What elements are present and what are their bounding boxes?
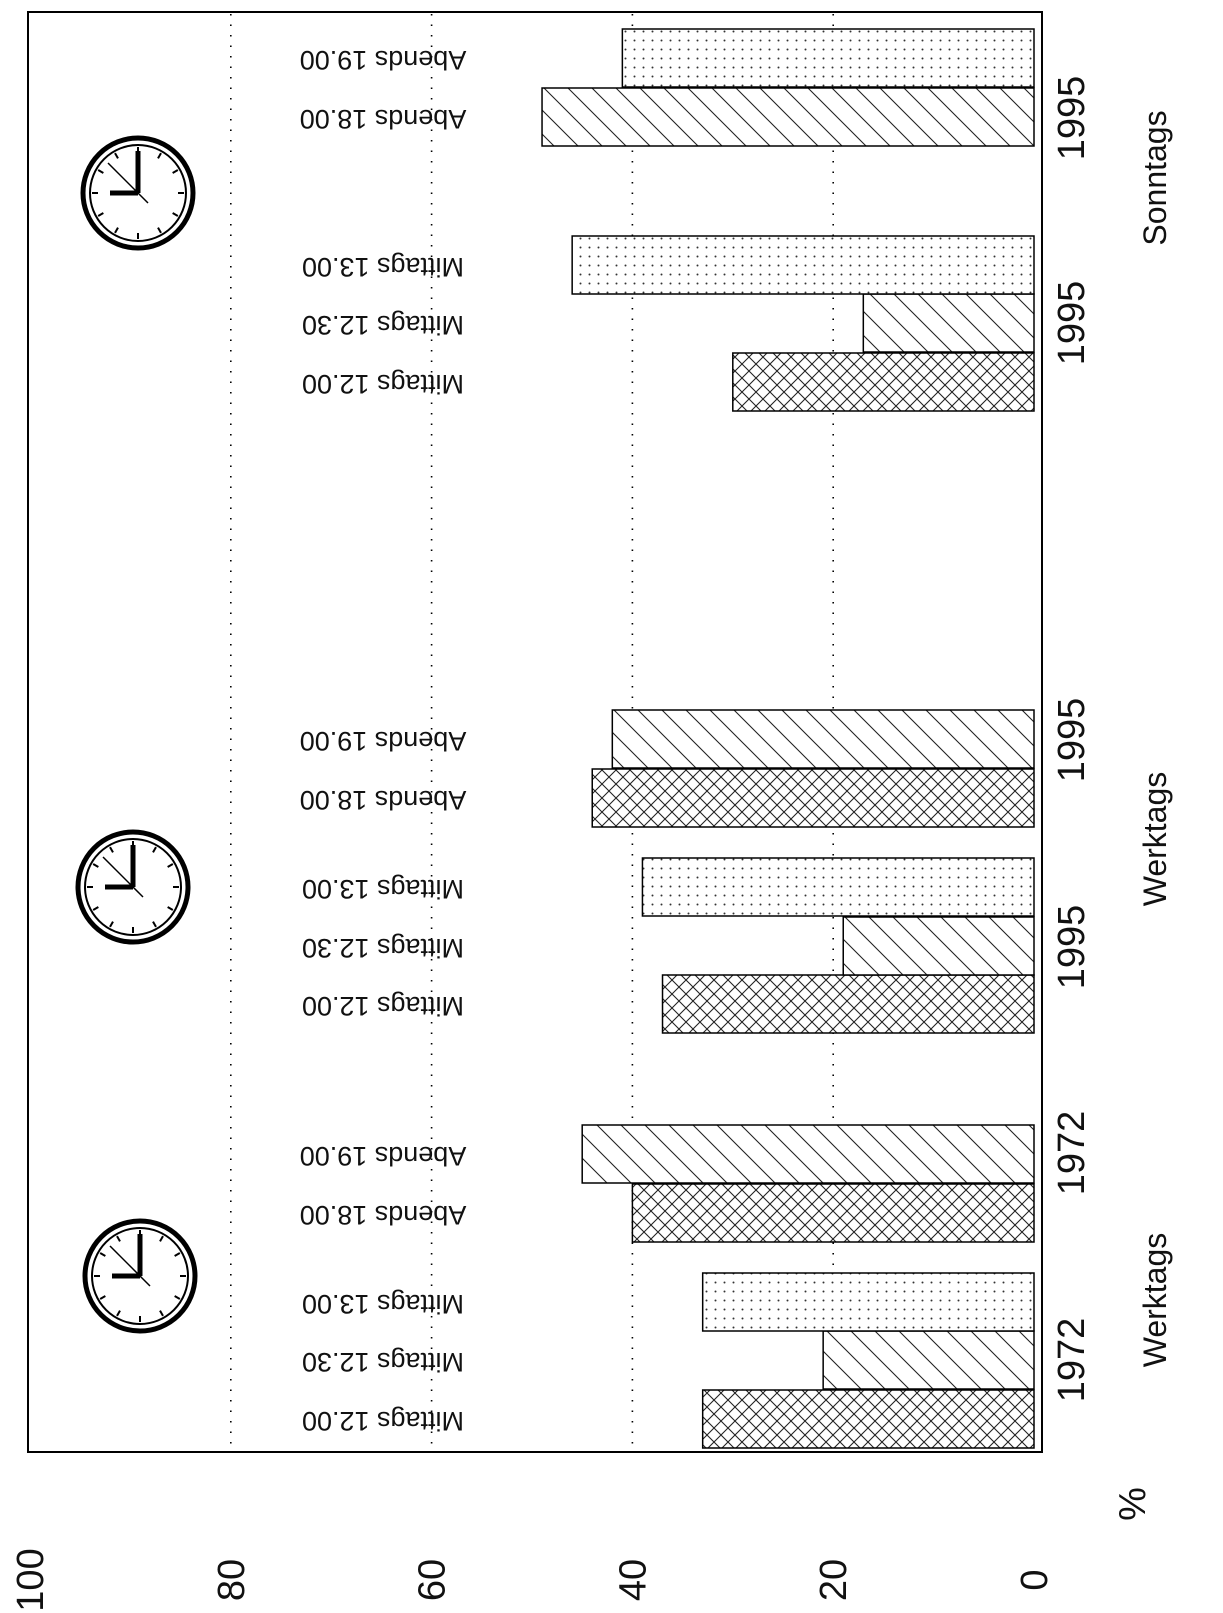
- bar: [842, 916, 1035, 976]
- year-label: 1972: [1051, 1111, 1093, 1196]
- bar-label: Mittags 13.00: [302, 1289, 464, 1319]
- bar: [822, 1330, 1035, 1390]
- bar-label: Mittags 13.00: [302, 874, 464, 904]
- bar: [661, 974, 1035, 1034]
- year-label: 1995: [1051, 698, 1093, 783]
- bar-label: Abends 18.00: [300, 1200, 467, 1230]
- y-axis-label: %: [1112, 1487, 1154, 1521]
- bar: [701, 1272, 1035, 1332]
- bar: [571, 235, 1035, 295]
- clock-icon: [75, 829, 191, 945]
- bar-label: Mittags 12.00: [302, 991, 464, 1021]
- bars: [541, 28, 1035, 1449]
- bar: [701, 1389, 1035, 1449]
- bar-labels: Mittags 12.00 Mittags 12.30 Mittags 13.00 A…: [300, 45, 467, 1436]
- y-axis-ticks: 0 20 40 60 80 100: [10, 1548, 1056, 1611]
- bar: [732, 352, 1035, 412]
- clock-icon: [82, 1218, 198, 1334]
- year-label: 1995: [1051, 905, 1093, 990]
- bar: [541, 87, 1035, 147]
- bar-label: Mittags 12.30: [302, 933, 464, 963]
- bar: [581, 1124, 1035, 1184]
- bar: [591, 768, 1035, 828]
- bar-label: Abends 18.00: [300, 785, 467, 815]
- bar-label: Abends 19.00: [300, 45, 467, 75]
- bar: [862, 293, 1035, 353]
- bar: [641, 857, 1035, 917]
- clock-icons: [75, 135, 198, 1334]
- bar-label: Abends 19.00: [300, 726, 467, 756]
- y-tick-label: 80: [211, 1559, 253, 1601]
- bar-label: Mittags 12.00: [302, 1406, 464, 1436]
- clock-icon: [80, 135, 196, 251]
- bar-label: Mittags 12.30: [302, 1347, 464, 1377]
- year-label: 1995: [1051, 281, 1093, 366]
- y-tick-label: 60: [412, 1559, 454, 1601]
- bar-label: Abends 19.00: [300, 1141, 467, 1171]
- year-labels: 1972 1972 1995 1995 1995 1995: [1051, 76, 1093, 1403]
- bar-label: Mittags 12.00: [302, 369, 464, 399]
- group-label: Werktags: [1137, 772, 1173, 907]
- group-label: Sonntags: [1137, 110, 1173, 245]
- bar: [611, 709, 1035, 769]
- y-tick-label: 0: [1014, 1569, 1056, 1590]
- y-tick-label: 40: [612, 1559, 654, 1601]
- year-label: 1972: [1051, 1318, 1093, 1403]
- plot-frame: [27, 11, 1043, 1453]
- bar-label: Mittags 13.00: [302, 252, 464, 282]
- bar: [631, 1183, 1035, 1243]
- bar-label: Mittags 12.30: [302, 310, 464, 340]
- group-label: Werktags: [1137, 1233, 1173, 1368]
- y-tick-label: 100: [10, 1548, 52, 1611]
- group-labels: Werktags Werktags Sonntags: [1137, 110, 1173, 1367]
- bar: [621, 28, 1035, 88]
- bar-label: Abends 18.00: [300, 104, 467, 134]
- year-label: 1995: [1051, 76, 1093, 161]
- y-tick-label: 20: [813, 1559, 855, 1601]
